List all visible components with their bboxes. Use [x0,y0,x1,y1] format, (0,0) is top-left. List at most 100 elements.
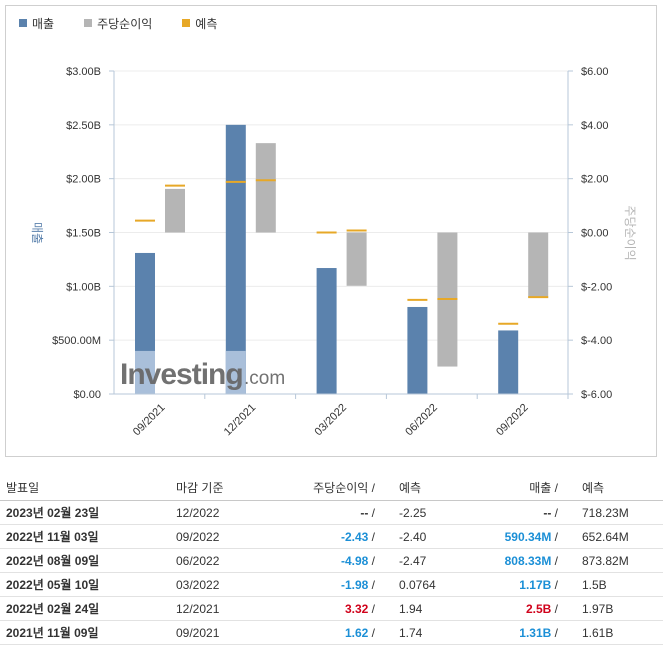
row-revenue-forecast: 873.82M [582,554,629,568]
row-period: 09/2022 [176,530,220,544]
row-revenue-value: 590.34M [504,530,552,544]
row-revenue: 590.34M / [505,525,558,549]
watermark-brand: Investing [120,358,243,391]
row-eps-value: -1.98 [340,578,369,592]
watermark-overlay [135,350,155,394]
row-date: 2021년 11월 09일 [6,626,99,640]
row-date: 2022년 08월 09일 [6,554,100,568]
row-revenue: 1.17B / [519,573,558,597]
row-eps: -- / [360,501,375,525]
left-tick-label: $0.00 [73,389,101,401]
forecast-markers [135,179,549,325]
row-revenue-forecast: 718.23M [582,506,629,520]
left-tick-label: $1.50B [66,228,101,240]
row-eps: 3.32 / [345,597,375,621]
row-eps-forecast: 0.0764 [399,578,436,592]
left-tick-label: $2.00B [66,174,101,186]
row-revenue-sep: / [551,554,558,568]
row-revenue-forecast: 1.5B [582,578,607,592]
table-row: 2023년 02월 23일 12/2022 -- / -2.25 -- / 718.23M [0,501,663,525]
row-revenue-sep: / [551,626,558,640]
table-header: 발표일 마감 기준 주당순이익 / 예측 매출 / 예측 [0,476,663,501]
row-eps-forecast: -2.47 [399,554,427,568]
row-eps: -2.43 / [341,525,375,549]
row-eps-sep: / [368,506,375,520]
eps-bar[interactable] [165,188,185,233]
row-revenue-forecast: 1.97B [582,602,614,616]
row-revenue-value: 1.31B [519,626,552,640]
header-date[interactable]: 발표일 [6,481,40,495]
right-tick-label: $-4.00 [581,335,612,347]
row-revenue-forecast: 1.61B [582,626,614,640]
header-revenue-forecast[interactable]: 예측 [582,481,605,495]
right-tick-label: $4.00 [581,120,609,132]
table-row: 2022년 11월 03일 09/2022 -2.43 / -2.40 590.34M … [0,525,663,549]
row-date: 2022년 05월 10일 [6,578,100,592]
header-revenue-sep: / [551,481,558,495]
row-eps-sep: / [368,530,375,544]
row-revenue-value: -- [543,506,552,520]
legend-label-revenue: 매출 [32,16,55,31]
legend-label-forecast: 예측 [195,16,218,31]
row-eps: 1.62 / [345,621,375,645]
table-row: 2021년 11월 09일 09/2021 1.62 /1.74 1.31B /1.6… [0,621,663,645]
legend-item-eps[interactable]: 주당순이익 [84,15,152,32]
legend-label-eps: 주당순이익 [97,16,153,31]
table-row: 2022년 08월 09일 06/2022 -4.98 / -2.47 808.33M … [0,549,663,573]
row-eps-forecast: 1.74 [399,626,423,640]
chart-grid [114,70,568,341]
row-revenue-value: 2.5B [525,602,552,616]
x-tick-label: 06/2022 [403,402,440,439]
row-date: 2022년 02월 24일 [6,602,100,616]
right-tick-label: $6.00 [581,66,609,78]
row-revenue-sep: / [551,506,558,520]
legend-swatch-eps [84,19,93,27]
right-tick-label: $2.00 [581,174,609,186]
left-axis-ticks: $0.00 $500.00M $1.00B $1.50B $2.00B $2.50B $3.… [52,66,114,401]
table-row: 2022년 02월 24일 12/2021 3.32 / 1.94 2.5B / 1.97… [0,597,663,621]
revenue-bar[interactable] [225,124,246,394]
revenue-bar[interactable] [498,330,519,394]
table-row: 2022년 05월 10일 03/2022 -1.98 / 0.0764 1.17B /… [0,573,663,597]
row-date: 2022년 11월 03일 [6,530,99,544]
left-tick-label: $2.50B [66,120,101,132]
watermark-overlay [225,350,246,394]
legend-swatch-revenue [19,19,27,27]
row-period: 12/2021 [176,602,220,616]
header-eps-label: 주당순이익 [313,481,369,495]
legend-item-revenue[interactable]: 매출 [19,15,54,32]
left-axis-title: 매출 [30,222,44,244]
row-date: 2023년 02월 23일 [6,506,100,520]
left-tick-label: $500.00M [52,335,101,347]
row-revenue: 1.31B / [519,621,558,645]
header-revenue[interactable]: 매출 / [529,476,558,500]
row-eps-sep: / [368,626,375,640]
earnings-table: 발표일 마감 기준 주당순이익 / 예측 매출 / 예측 2023년 02월 2… [0,476,663,645]
header-eps-sep: / [368,481,375,495]
header-eps[interactable]: 주당순이익 / [313,476,375,500]
row-eps-forecast: 1.94 [399,602,423,616]
eps-bar[interactable] [255,143,276,233]
header-period[interactable]: 마감 기준 [176,481,224,495]
row-eps-value: 1.62 [344,626,369,640]
row-revenue: 2.5B / [526,597,558,621]
revenue-bar[interactable] [407,306,428,394]
row-revenue-sep: / [551,530,558,544]
row-eps-sep: / [368,554,375,568]
legend-item-forecast[interactable]: 예측 [182,15,217,32]
row-revenue: -- / [543,501,558,525]
row-eps-forecast: -2.25 [399,506,427,520]
eps-bar[interactable] [346,232,367,286]
eps-bar[interactable] [528,232,549,298]
table-body: 2023년 02월 23일 12/2022 -- / -2.25 -- / 718.23M… [0,501,663,645]
x-tick-label: 03/2022 [313,402,350,439]
x-tick-label: 09/2022 [494,402,531,439]
row-period: 06/2022 [176,554,220,568]
revenue-bar[interactable] [316,268,337,394]
header-eps-forecast[interactable]: 예측 [399,481,422,495]
row-revenue-value: 1.17B [519,578,552,592]
row-eps: -1.98 / [341,573,375,597]
row-period: 03/2022 [176,578,220,592]
x-axis-ticks: 09/2021 12/2021 03/2022 06/2022 09/2022 [131,394,569,439]
row-eps-sep: / [368,602,375,616]
